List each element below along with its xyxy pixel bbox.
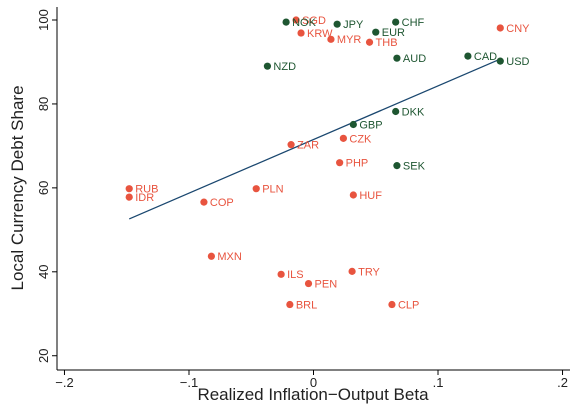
point-label: COP	[210, 197, 234, 209]
point-label: SEK	[403, 161, 426, 173]
x-tick-label: .1	[433, 375, 444, 390]
point	[496, 57, 504, 65]
point	[339, 134, 347, 142]
point-label: BRL	[296, 299, 317, 311]
point-label: CNY	[506, 23, 530, 35]
point-label: MYR	[337, 34, 362, 46]
point	[496, 24, 504, 32]
point	[286, 300, 294, 309]
point	[393, 54, 401, 62]
point	[349, 120, 357, 129]
point-label: RUB	[135, 184, 158, 196]
point-label: THB	[376, 37, 398, 49]
point	[392, 18, 400, 26]
point	[336, 159, 344, 167]
point	[287, 141, 295, 149]
y-tick-label: 100	[36, 9, 51, 31]
point	[292, 16, 300, 24]
point-label: CLP	[398, 299, 419, 311]
x-tick-label: .2	[557, 375, 568, 390]
point	[388, 300, 396, 309]
point-label: IDR	[135, 192, 154, 204]
point-label: ILS	[287, 269, 304, 281]
point	[207, 252, 215, 260]
x-axis-title: Realized Inflation−Output Beta	[197, 385, 429, 404]
x-tick-label: −.2	[55, 375, 73, 390]
point	[125, 185, 133, 193]
y-axis-title: Local Currency Debt Share	[8, 85, 27, 290]
point	[252, 185, 260, 193]
point	[333, 20, 341, 28]
point	[365, 38, 374, 46]
point-label: PLN	[262, 184, 283, 196]
point-label: GBP	[359, 119, 382, 131]
y-tick-label: 60	[36, 181, 51, 195]
point	[392, 107, 400, 116]
x-tick-label: 0	[310, 375, 317, 390]
point-label: EUR	[382, 27, 405, 39]
point-label: USD	[506, 56, 529, 68]
point	[200, 198, 208, 206]
point	[304, 279, 313, 288]
y-tick-label: 80	[36, 97, 51, 111]
point-label: TRY	[358, 266, 380, 278]
point	[348, 267, 356, 275]
point	[464, 52, 472, 60]
point-label: SGD	[302, 15, 326, 27]
point	[372, 28, 380, 36]
point	[282, 18, 290, 26]
point	[263, 62, 272, 70]
point-label: AUD	[403, 53, 426, 65]
point-label: ZAR	[297, 140, 319, 152]
point	[393, 162, 401, 170]
point-label: NZD	[273, 61, 296, 73]
point-label: HUF	[359, 190, 382, 202]
point-label: PHP	[346, 158, 369, 170]
point-label: MXN	[217, 251, 242, 263]
point-label: PEN	[315, 278, 338, 290]
point	[125, 193, 133, 201]
point-label: CHF	[402, 17, 425, 29]
x-tick-label: −.1	[180, 375, 198, 390]
point	[297, 29, 305, 37]
point-label: CAD	[474, 51, 497, 63]
y-tick-label: 40	[36, 265, 51, 279]
fit-line	[128, 58, 501, 220]
y-tick-label: 20	[36, 348, 51, 362]
point-label: CZK	[349, 133, 372, 145]
point-label: JPY	[343, 19, 364, 31]
point-label: KRW	[307, 28, 333, 40]
point-label: DKK	[402, 106, 425, 118]
point	[277, 270, 285, 278]
point	[327, 35, 335, 43]
point-label: NOK	[292, 17, 317, 29]
point	[349, 191, 357, 199]
